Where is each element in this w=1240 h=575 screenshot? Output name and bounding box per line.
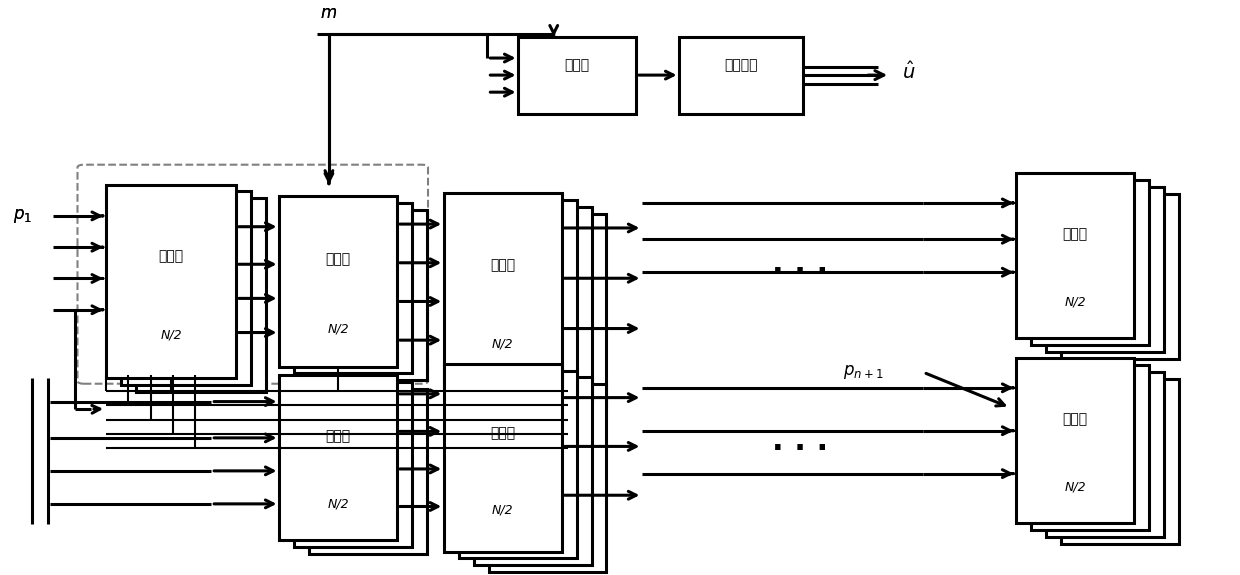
Text: $m$: $m$ xyxy=(320,5,337,22)
Bar xyxy=(105,185,236,378)
Bar xyxy=(120,191,250,385)
Bar xyxy=(1032,180,1149,345)
Text: 计算块: 计算块 xyxy=(326,252,351,266)
Bar xyxy=(489,384,606,572)
Bar xyxy=(459,200,577,393)
Text: 符号位: 符号位 xyxy=(564,58,590,72)
Bar xyxy=(309,210,427,380)
Text: $p_{n+1}$: $p_{n+1}$ xyxy=(843,363,884,381)
Bar xyxy=(1047,372,1164,536)
Text: 计算块: 计算块 xyxy=(490,258,516,272)
Text: 计算块: 计算块 xyxy=(326,429,351,443)
Text: $\hat{u}$: $\hat{u}$ xyxy=(903,62,916,83)
Bar xyxy=(1047,187,1164,352)
Text: $p_1$: $p_1$ xyxy=(14,207,32,225)
Bar xyxy=(474,207,591,400)
Bar xyxy=(135,198,265,392)
Bar xyxy=(309,389,427,554)
Bar xyxy=(279,375,397,540)
Text: · · ·: · · · xyxy=(771,435,827,463)
Text: $m$: $m$ xyxy=(320,5,337,22)
Bar xyxy=(279,196,397,367)
Bar xyxy=(1017,173,1135,338)
Bar xyxy=(474,377,591,565)
Bar xyxy=(680,37,804,113)
Text: $p_1$: $p_1$ xyxy=(14,207,32,225)
Text: N/2: N/2 xyxy=(160,329,182,342)
Text: N/2: N/2 xyxy=(1064,296,1086,308)
Bar xyxy=(1061,378,1178,543)
Bar xyxy=(1061,194,1178,359)
Text: N/2: N/2 xyxy=(327,323,348,336)
Text: 比特翻转: 比特翻转 xyxy=(724,58,758,72)
Text: N/2: N/2 xyxy=(492,504,513,517)
Bar xyxy=(444,364,562,551)
Text: 计算块: 计算块 xyxy=(490,426,516,440)
Bar xyxy=(518,37,636,113)
Bar xyxy=(294,382,412,547)
Bar xyxy=(459,371,577,558)
Text: N/2: N/2 xyxy=(327,497,348,511)
Bar xyxy=(489,214,606,407)
Text: N/2: N/2 xyxy=(1064,480,1086,493)
Text: 控制块: 控制块 xyxy=(159,249,184,263)
Bar xyxy=(1032,365,1149,530)
Text: 计算块: 计算块 xyxy=(1063,227,1087,241)
Bar xyxy=(294,203,412,374)
Bar xyxy=(1017,358,1135,523)
Bar xyxy=(444,193,562,386)
Text: N/2: N/2 xyxy=(492,338,513,351)
Text: 计算块: 计算块 xyxy=(1063,412,1087,426)
Text: · · ·: · · · xyxy=(771,258,827,288)
